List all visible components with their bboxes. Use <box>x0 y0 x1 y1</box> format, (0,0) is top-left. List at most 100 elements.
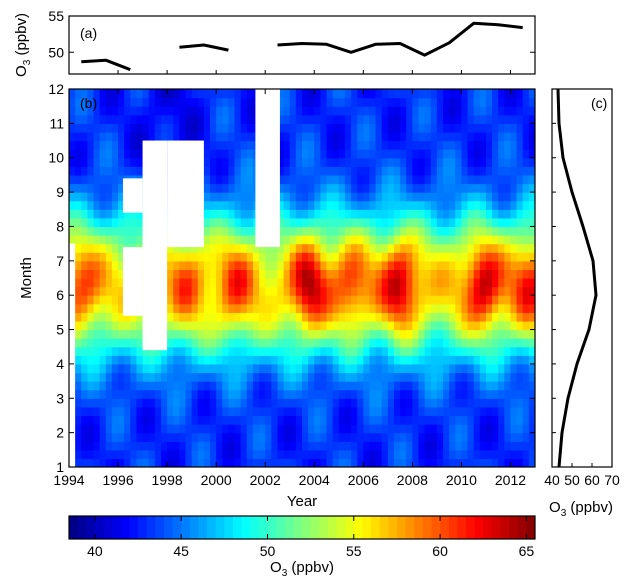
heatmap-cell <box>351 217 358 228</box>
heatmap-cell <box>295 346 303 356</box>
heatmap-cell <box>393 209 401 219</box>
heatmap-cell <box>326 89 334 99</box>
heatmap-cell <box>197 286 205 296</box>
heatmap-cell <box>467 424 475 434</box>
heatmap-cell <box>436 389 444 399</box>
heatmap-cell <box>234 243 242 253</box>
heatmap-cell <box>436 174 444 185</box>
heatmap-cell <box>179 260 187 271</box>
heatmap-cell <box>167 329 174 339</box>
heatmap-cell <box>136 441 144 451</box>
heatmap-cell <box>118 226 125 236</box>
heatmap-cell <box>222 303 230 313</box>
heatmap-cell <box>277 174 285 185</box>
heatmap-cell <box>485 192 493 202</box>
heatmap-cell <box>528 260 535 271</box>
heatmap-cell <box>485 106 493 116</box>
heatmap-cell <box>136 209 144 219</box>
heatmap-cell <box>295 286 303 296</box>
heatmap-cell <box>479 329 487 339</box>
heatmap-cell <box>436 235 444 245</box>
heatmap-cell <box>246 286 254 296</box>
heatmap-cell <box>522 140 530 150</box>
heatmap-cell <box>246 106 254 116</box>
heatmap-cell <box>105 424 113 434</box>
heatmap-cell <box>167 355 174 365</box>
heatmap-cell <box>295 312 303 322</box>
heatmap-cell <box>314 389 321 399</box>
heatmap-cell <box>406 355 413 365</box>
heatmap-cell <box>283 363 291 374</box>
heatmap-cell <box>522 295 530 305</box>
heatmap-cell <box>228 209 236 219</box>
heatmap-cell <box>436 140 444 150</box>
heatmap-cell <box>449 372 456 382</box>
heatmap-cell <box>228 441 236 451</box>
heatmap-cell <box>357 432 364 442</box>
heatmap-cell <box>504 131 512 142</box>
heatmap-cell <box>338 389 346 399</box>
heatmap-cell <box>455 406 463 417</box>
heatmap-cell <box>485 312 493 322</box>
heatmap-cell <box>222 415 230 425</box>
heatmap-cell <box>461 424 469 434</box>
heatmap-cell <box>191 346 199 356</box>
heatmap-cell <box>173 338 180 348</box>
heatmap-cell <box>393 346 401 356</box>
heatmap-cell <box>351 372 358 382</box>
heatmap-cell <box>228 226 236 236</box>
heatmap-cell <box>504 363 512 374</box>
heatmap-cell <box>504 432 512 442</box>
heatmap-cell <box>148 372 156 382</box>
heatmap-cell <box>154 449 162 460</box>
heatmap-cell <box>118 346 125 356</box>
heatmap-cell <box>473 424 481 434</box>
heatmap-cell <box>234 329 242 339</box>
heatmap-cell <box>461 363 469 374</box>
heatmap-cell <box>400 389 407 399</box>
heatmap-cell <box>246 372 254 382</box>
heatmap-cell <box>479 346 487 356</box>
heatmap-cell <box>295 303 303 313</box>
heatmap-cell <box>381 449 389 460</box>
heatmap-cell <box>461 406 469 417</box>
heatmap-cell <box>369 114 377 124</box>
heatmap-cell <box>332 97 340 107</box>
heatmap-cell <box>400 372 407 382</box>
y-tick-label: 12 <box>48 81 64 97</box>
heatmap-cell <box>173 406 180 417</box>
heatmap-cell <box>240 363 248 374</box>
heatmap-cell <box>528 312 535 322</box>
heatmap-cell <box>461 166 469 176</box>
heatmap-cell <box>197 389 205 399</box>
heatmap-cell <box>332 415 340 425</box>
heatmap-cell <box>105 363 113 374</box>
heatmap-cell <box>277 363 285 374</box>
heatmap-cell <box>326 200 334 210</box>
heatmap-cell <box>381 312 389 322</box>
heatmap-cell <box>228 235 236 245</box>
heatmap-cell <box>124 398 131 408</box>
heatmap-cell <box>203 269 211 279</box>
heatmap-cell <box>246 209 254 219</box>
heatmap-cell <box>381 346 389 356</box>
heatmap-cell <box>473 174 481 185</box>
colorbar-swatch <box>267 516 277 539</box>
heatmap-cell <box>99 140 107 150</box>
heatmap-cell <box>124 166 131 176</box>
heatmap-cell <box>430 89 438 99</box>
heatmap-cell <box>210 346 217 356</box>
heatmap-cell <box>87 235 95 245</box>
heatmap-cell <box>234 192 242 202</box>
heatmap-cell <box>246 363 254 374</box>
heatmap-cell <box>240 432 248 442</box>
heatmap-cell <box>326 441 334 451</box>
heatmap-cell <box>418 458 426 467</box>
heatmap-cell <box>179 252 187 262</box>
heatmap-cell <box>216 243 223 253</box>
heatmap-cell <box>240 243 248 253</box>
heatmap-cell <box>461 320 469 331</box>
heatmap-cell <box>118 458 125 467</box>
heatmap-cell <box>400 406 407 417</box>
